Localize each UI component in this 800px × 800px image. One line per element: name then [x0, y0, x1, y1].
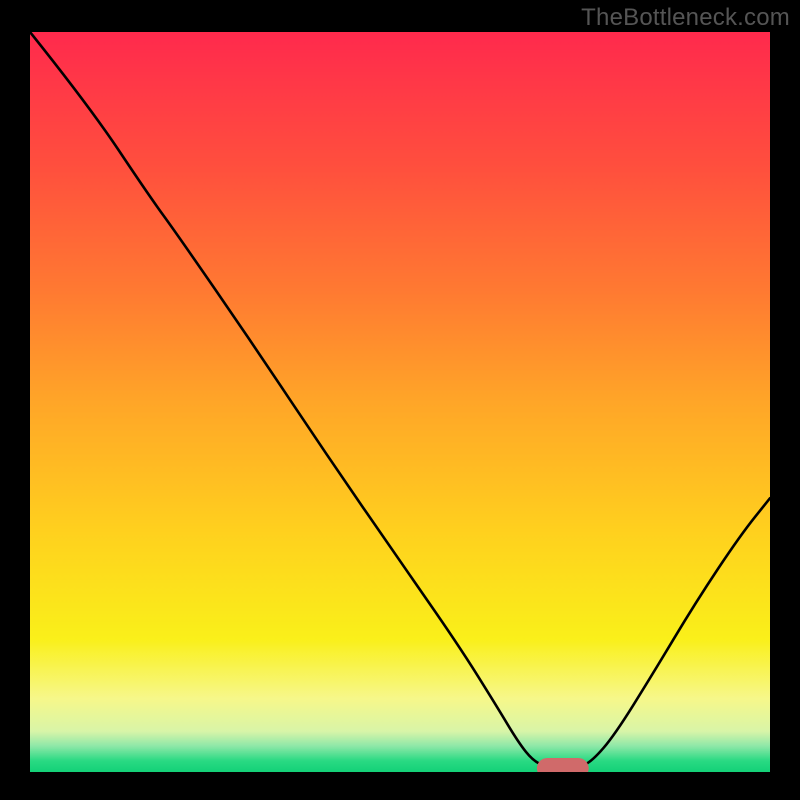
bottleneck-curve: [30, 32, 770, 768]
watermark-text: TheBottleneck.com: [581, 4, 790, 32]
outer-frame: TheBottleneck.com: [0, 0, 800, 800]
chart-svg: [30, 32, 770, 772]
optimal-marker: [537, 758, 589, 772]
